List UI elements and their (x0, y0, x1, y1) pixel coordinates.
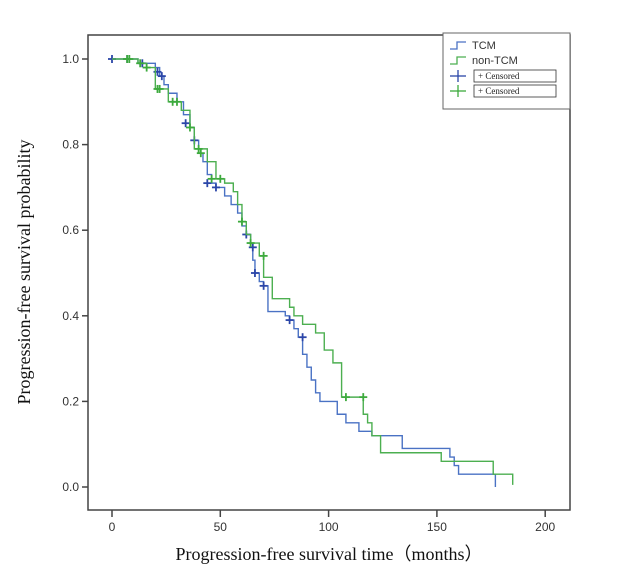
plot-frame (87, 34, 571, 511)
legend-label: non-TCM (472, 55, 518, 67)
x-axis-title: Progression-free survival time（months） (176, 544, 483, 564)
censor-mark (185, 123, 194, 132)
legend-entry: + Censored (450, 84, 557, 98)
series-non-tcm (112, 55, 514, 485)
y-tick-label: 0.0 (62, 480, 79, 494)
x-tick-label: 50 (214, 520, 228, 534)
legend-entry: TCM (450, 40, 496, 52)
censor-mark (136, 59, 145, 68)
censor-mark (237, 217, 246, 226)
censor-mark (203, 179, 212, 188)
censor-mark (196, 149, 205, 158)
censor-mark (207, 174, 216, 183)
legend: TCM non-TCM + Censored + Censored (442, 32, 571, 110)
x-axis: 0 50 100 150 200 (109, 510, 556, 534)
y-axis-title: Progression-free survival probability (14, 140, 34, 405)
censor-mark (172, 97, 181, 106)
censor-mark (259, 251, 268, 260)
y-tick-label: 0.6 (62, 223, 79, 237)
censor-mark (246, 239, 255, 248)
legend-censor-box (473, 69, 557, 83)
legend-entry: + Censored (450, 69, 557, 83)
y-axis: 0.0 0.2 0.4 0.6 0.8 1.0 (62, 52, 88, 494)
series-tcm (108, 55, 497, 487)
legend-censor-box (473, 84, 557, 98)
x-tick-label: 0 (109, 520, 116, 534)
survival-step-line (112, 58, 514, 485)
censor-mark (341, 393, 350, 402)
censor-mark (259, 281, 268, 290)
survival-step-line (112, 58, 497, 487)
censor-mark (157, 72, 166, 81)
y-tick-label: 0.8 (62, 138, 79, 152)
censor-mark (125, 55, 134, 63)
series-layer (108, 55, 514, 487)
censor-mark (216, 174, 225, 183)
x-tick-label: 150 (427, 520, 447, 534)
censor-mark (298, 333, 307, 342)
censor-mark (155, 84, 164, 93)
y-tick-label: 0.4 (62, 309, 79, 323)
censor-mark (194, 144, 203, 153)
x-tick-label: 200 (535, 520, 555, 534)
legend-step-swatch (450, 41, 466, 50)
y-tick-label: 0.2 (62, 394, 79, 408)
legend-label: + Censored (478, 86, 520, 96)
y-tick-label: 1.0 (62, 52, 79, 66)
censor-mark (142, 63, 151, 72)
legend-label: TCM (472, 40, 496, 52)
censor-mark (359, 393, 368, 402)
censor-mark (211, 183, 220, 192)
legend-entry: non-TCM (450, 55, 518, 67)
x-tick-label: 100 (319, 520, 339, 534)
censor-mark (285, 316, 294, 325)
legend-label: + Censored (478, 71, 520, 81)
legend-step-swatch (450, 56, 466, 65)
censor-mark (250, 269, 259, 277)
censor-mark (181, 119, 190, 128)
censor-mark (248, 243, 257, 252)
